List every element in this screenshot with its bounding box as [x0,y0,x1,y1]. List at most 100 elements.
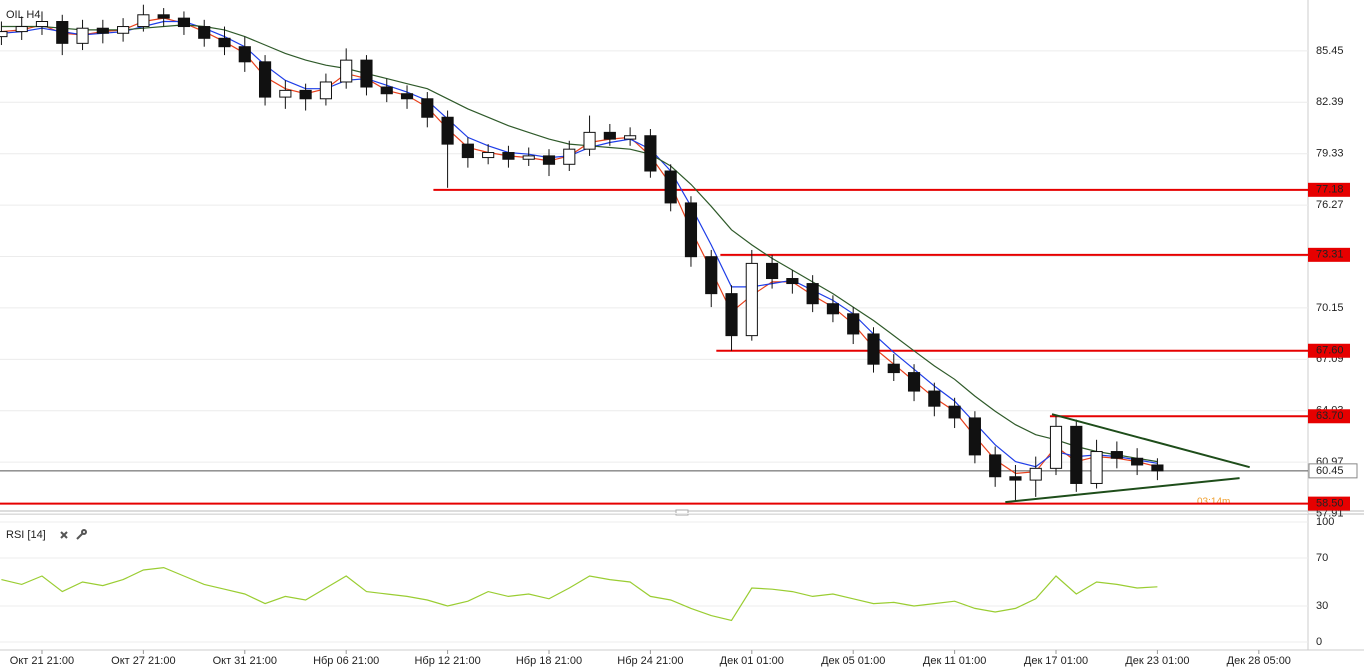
y-tick-label: 30 [1316,600,1328,612]
candle-body [989,454,1002,478]
x-tick-label: Дек 17 01:00 [1024,655,1088,667]
candle-body [279,89,292,98]
moving-average [1,24,1158,463]
candle-body [1029,467,1042,481]
candle-body [1131,457,1144,466]
candle-body [1009,476,1022,481]
x-tick-label: Дек 05 01:00 [821,655,885,667]
x-tick-label: Окт 27 21:00 [111,655,175,667]
candle-body [522,155,535,160]
resize-handle[interactable] [675,509,689,516]
candle-body [887,363,900,374]
candle-body [400,93,414,100]
x-tick-label: Окт 31 21:00 [213,655,277,667]
candle-timer: 03:14m [1197,497,1230,508]
candle-body [380,86,393,95]
candle-body [177,17,191,28]
candle-body [766,262,779,280]
candle-body [421,98,434,118]
candle-body [157,14,170,19]
x-tick-label: Окт 21 21:00 [10,655,74,667]
level-tag [1308,409,1350,424]
candle-body [482,152,495,159]
indicator-icons[interactable] [60,529,87,540]
level-label: 63.70 [1316,410,1344,422]
candle-body [847,313,860,335]
candle-body [664,170,677,204]
x-tick-label: Нбр 24 21:00 [617,655,683,667]
x-tick-label: Дек 23 01:00 [1125,655,1189,667]
y-tick-label: 70.15 [1316,302,1344,314]
candle-body [786,278,799,285]
candle-body [96,27,109,34]
candle-body [1090,451,1103,484]
y-tick-label: 82.39 [1316,96,1344,108]
rsi-panel: 100 70 30 0 [0,516,1334,648]
level-label: 73.31 [1316,249,1344,261]
candle-body [35,21,49,28]
candle-body [238,46,251,63]
level-label: 77.18 [1316,184,1344,196]
candle-body [826,303,840,315]
y-tick-label: 100 [1316,516,1334,528]
candle-body [563,148,576,165]
candle-body [583,131,596,150]
candle-body [928,390,941,407]
candle-body [968,417,981,456]
candle-body [0,31,8,38]
candle-body [725,293,738,337]
y-tick-label: 76.27 [1316,199,1344,211]
candle-body [461,143,474,159]
symbol-title: OIL H4 [6,9,40,21]
current-price-tag [1308,463,1358,479]
x-tick-label: Дек 28 05:00 [1227,655,1291,667]
level-tag [1308,247,1350,262]
y-tick-label: 0 [1316,636,1322,648]
rsi-line [1,566,1158,622]
candle-body [745,262,758,337]
candle-body [56,21,69,44]
y-tick-label: 79.33 [1316,148,1344,160]
moving-average [1,20,1158,468]
x-tick-label: Нбр 18 21:00 [516,655,582,667]
level-tag [1308,496,1350,511]
x-tick-label: Дек 11 01:00 [923,655,986,667]
candle-body [76,27,89,44]
y-tick-label: 85.45 [1316,45,1344,57]
candle-body [948,405,961,419]
candle-body [1070,425,1083,484]
candle-body [867,333,880,365]
candle-body [603,131,616,140]
candle-body [198,26,211,39]
candle-body [117,26,130,34]
price-panel: 85.4582.3979.3376.2773.2170.1567.0964.03… [0,4,1358,519]
trendline [1051,413,1250,469]
x-tick-label: Дек 01 01:00 [720,655,784,667]
candle-body [319,81,332,100]
candle-body [340,59,353,83]
x-tick-label: Нбр 06 21:00 [313,655,379,667]
level-label: 67.60 [1316,345,1344,357]
y-tick-label: 70 [1316,552,1328,564]
indicator-title: RSI [14] [6,529,46,541]
candle-body [258,61,272,98]
candle-body [624,135,637,140]
candle-body [1049,425,1063,469]
level-label: 58.50 [1316,498,1344,510]
candle-body [218,37,231,48]
current-price-label: 60.45 [1316,465,1344,477]
candle-body [542,155,556,165]
x-tick-label: Нбр 12 21:00 [414,655,480,667]
candle-body [15,26,28,33]
candle-body [705,256,718,295]
candle-body [907,372,921,392]
level-tag [1308,182,1350,197]
candle-body [441,116,454,145]
candle-body [360,59,373,88]
candle-body [644,135,657,172]
candle-body [502,152,515,160]
level-tag [1308,343,1350,358]
candle-body [1110,451,1123,459]
trendline [1005,477,1240,504]
